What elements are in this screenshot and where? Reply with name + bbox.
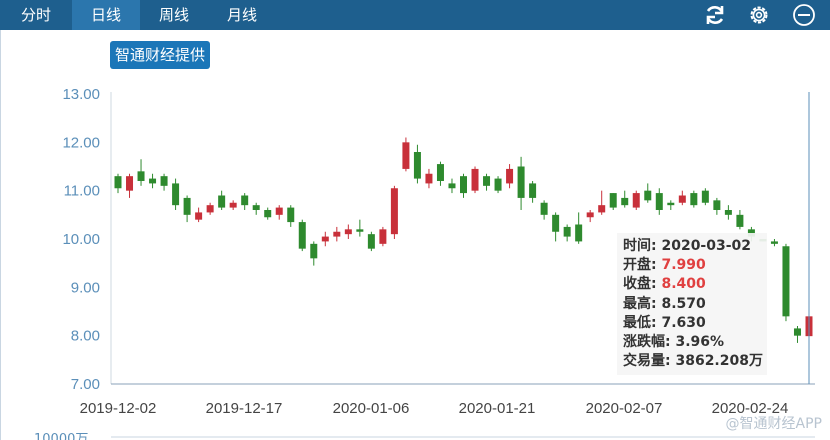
- tab-monthly[interactable]: 月线: [226, 6, 257, 24]
- candle-body: [517, 166, 525, 198]
- candle-body: [126, 176, 134, 191]
- refresh-icon[interactable]: [703, 3, 727, 27]
- candle-body: [506, 168, 514, 184]
- candle-body: [344, 229, 352, 235]
- y-tick-label: 9.00: [71, 279, 100, 296]
- top-toolbar: 分时 日线 周线 月线: [0, 0, 830, 30]
- tooltip-low: 最低: 7.630: [623, 314, 706, 331]
- candle-body: [632, 193, 640, 208]
- x-tick-label: 2020-02-24: [712, 400, 789, 417]
- tooltip-high: 最高: 8.570: [623, 295, 706, 312]
- x-tick-label: 2019-12-02: [80, 400, 157, 417]
- y-tick-label: 7.00: [71, 376, 100, 393]
- candle-body: [621, 197, 629, 206]
- candle-body: [195, 212, 203, 220]
- candle-body: [333, 231, 341, 237]
- candle-body: [149, 178, 157, 184]
- tooltip-volume: 交易量: 3862.208万: [623, 353, 763, 370]
- candle-body: [114, 176, 122, 189]
- candle-body: [287, 207, 295, 223]
- candle-body: [241, 195, 249, 206]
- candle-body: [713, 200, 721, 210]
- tooltip-close: 收盘: 8.400: [623, 276, 706, 293]
- candle-body: [448, 183, 456, 189]
- candle-body: [736, 214, 744, 227]
- x-tick-label: 2020-02-07: [586, 400, 663, 417]
- candle-body: [402, 142, 410, 169]
- candle-body: [563, 226, 571, 237]
- candle-body: [356, 229, 364, 232]
- y-tick-label: 13.00: [62, 86, 100, 103]
- candle-body: [494, 178, 502, 191]
- candle-body: [275, 207, 283, 215]
- candle-body: [436, 164, 444, 181]
- candle-body: [540, 202, 548, 215]
- candle-body: [460, 176, 467, 194]
- candle-body: [321, 236, 329, 242]
- y-tick-label: 11.00: [64, 183, 100, 200]
- candle-body: [655, 193, 663, 210]
- tab-daily[interactable]: 日线: [72, 0, 140, 30]
- candle-body: [252, 205, 260, 210]
- candle-body: [367, 234, 375, 249]
- x-tick-label: 2019-12-17: [206, 400, 283, 417]
- candle-body: [390, 188, 398, 235]
- candle-body: [529, 183, 537, 198]
- candle-body: [206, 205, 214, 213]
- y-tick-label: 10.00: [62, 231, 100, 248]
- data-tooltip: 时间: 2020-03-02 开盘: 7.990 收盘: 8.400 最高: 8…: [617, 233, 767, 375]
- candle-body: [229, 202, 237, 208]
- tooltip-time: 时间: 2020-03-02: [623, 238, 752, 254]
- minus-circle-icon[interactable]: [792, 3, 816, 27]
- candle-body: [678, 195, 686, 203]
- candle-body: [701, 190, 709, 203]
- y-tick-label: 12.00: [62, 134, 100, 151]
- candle-body: [667, 202, 675, 206]
- gear-icon[interactable]: [747, 3, 771, 27]
- x-tick-label: 2020-01-21: [459, 400, 536, 417]
- candle-body: [264, 210, 272, 218]
- candle-body: [137, 171, 145, 181]
- candle-body: [379, 229, 387, 244]
- candle-body: [552, 214, 560, 232]
- volume-axis-label: 10000万: [34, 432, 89, 440]
- candle-body: [471, 168, 479, 191]
- candle-body: [793, 328, 801, 336]
- candle-body: [575, 224, 583, 242]
- watermark: @智通财经APP: [725, 416, 822, 432]
- candle-body: [586, 212, 594, 218]
- candle-body: [183, 197, 191, 215]
- candle-body: [172, 183, 180, 206]
- candle-body: [782, 246, 790, 317]
- candle-body: [747, 229, 755, 237]
- tab-weekly[interactable]: 周线: [158, 6, 189, 24]
- candle-body: [644, 190, 652, 201]
- candle-body: [310, 243, 318, 259]
- tooltip-change: 涨跌幅: 3.96%: [623, 334, 725, 351]
- candle-body: [218, 195, 226, 208]
- candle-body: [609, 193, 617, 208]
- candle-body: [483, 176, 491, 186]
- y-tick-label: 8.00: [71, 328, 100, 345]
- provider-badge: 智通财经提供: [110, 41, 211, 69]
- tooltip-open: 开盘: 7.990: [623, 257, 706, 274]
- x-tick-label: 2020-01-06: [333, 400, 410, 417]
- candle-body: [160, 176, 168, 186]
- candle-body: [413, 152, 421, 179]
- candle-body: [770, 241, 778, 244]
- candle-body: [425, 173, 433, 184]
- tab-timeshare[interactable]: 分时: [20, 6, 51, 24]
- candle-body: [298, 222, 306, 249]
- candle-body: [724, 210, 732, 215]
- candle-body: [598, 205, 606, 213]
- candle-body: [690, 193, 698, 206]
